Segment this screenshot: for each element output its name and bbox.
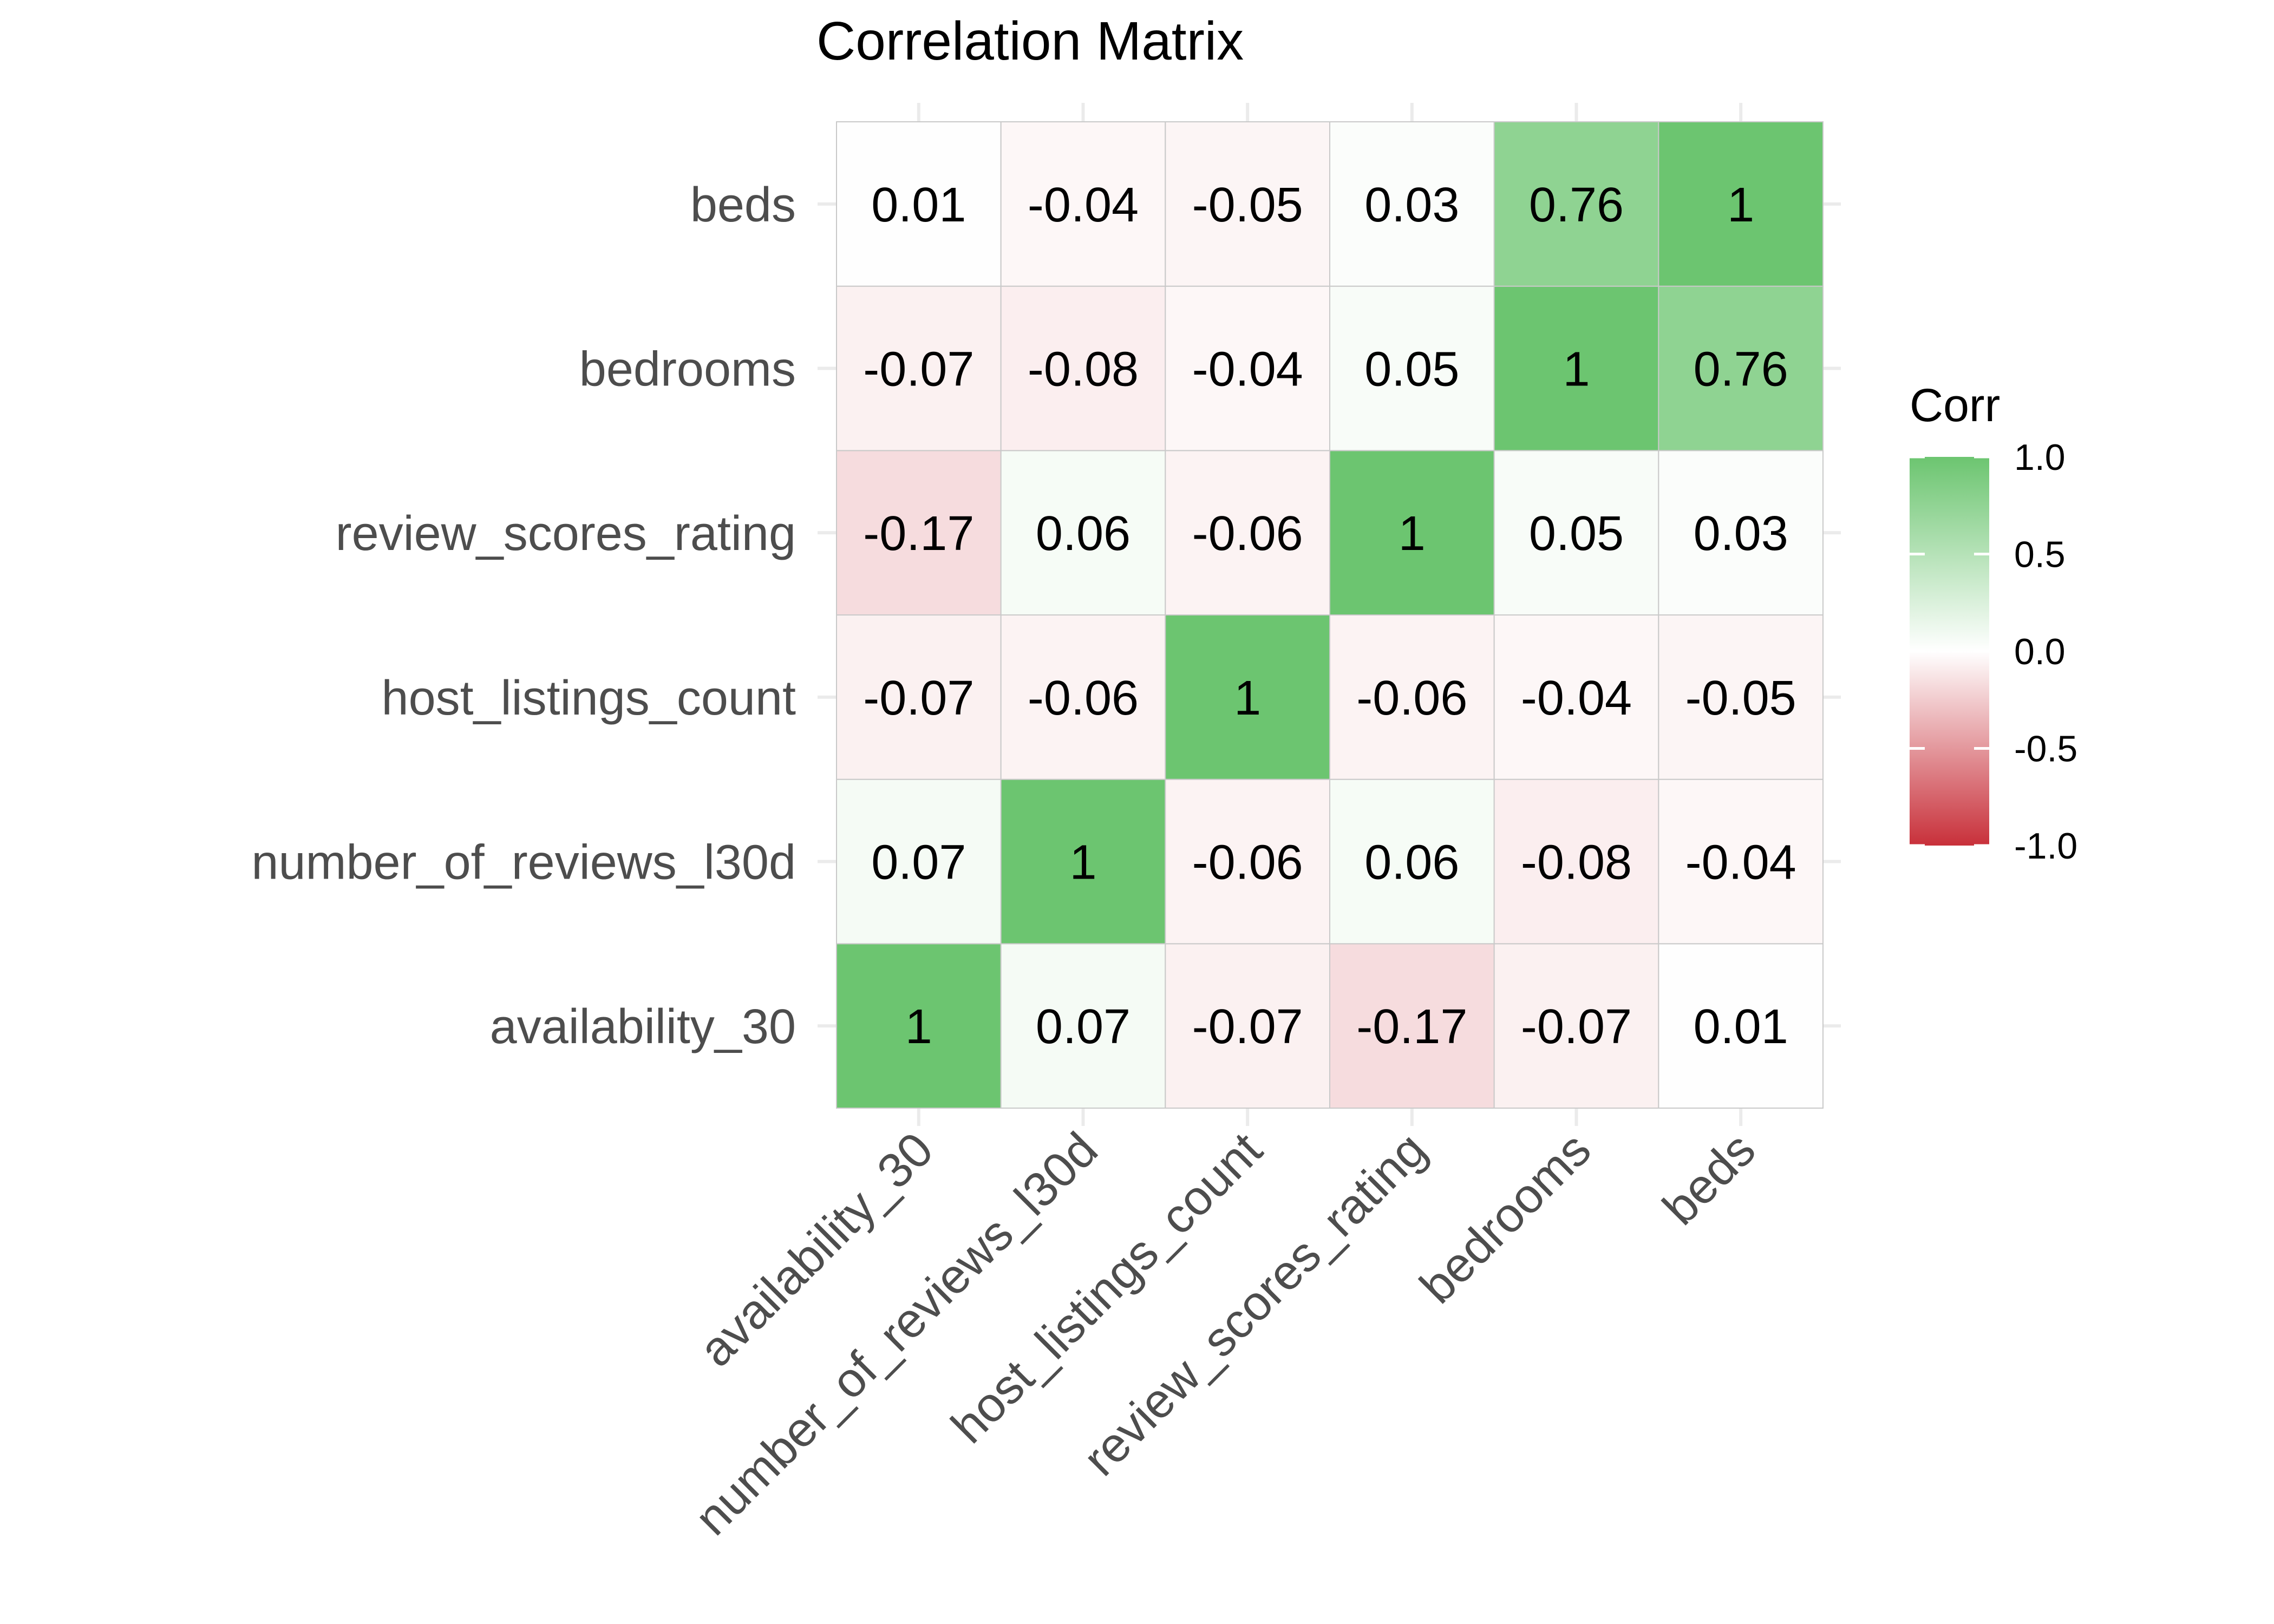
heatmap-cell <box>1658 285 1824 451</box>
cell-value-label: 0.76 <box>1694 343 1788 397</box>
cell-value-label: -0.06 <box>1356 671 1467 725</box>
y-tick-label: beds <box>690 178 796 232</box>
heatmap-cell <box>836 450 1002 615</box>
legend-tick-label: -0.5 <box>2014 729 2077 770</box>
heatmap-cell <box>1493 450 1659 615</box>
y-axis-tick-labels: availability_30 number_of_reviews_l30d hos… <box>251 178 796 1054</box>
cell-value-labels: 1 0.07 -0.07 -0.17 -0.07 0.01 0.07 1 -0.06 0.06 -0… <box>863 178 1796 1054</box>
cell-value-label: 1 <box>1563 343 1590 397</box>
legend-tick-label: 0.0 <box>2014 631 2066 672</box>
cell-value-label: -0.07 <box>1521 1000 1632 1054</box>
cell-value-label: -0.07 <box>1192 1000 1303 1054</box>
cell-value-label: 1 <box>1234 671 1261 725</box>
cell-value-label: -0.05 <box>1192 178 1303 232</box>
cell-value-label: -0.08 <box>1028 343 1139 397</box>
x-tick-label: host_listings_count <box>941 1122 1272 1453</box>
cell-value-label: -0.05 <box>1685 671 1796 725</box>
heatmap-cell <box>1658 614 1824 780</box>
x-tick-label: bedrooms <box>1410 1122 1602 1314</box>
heatmap-cell <box>1493 943 1659 1109</box>
legend-title: Corr <box>1910 379 2000 431</box>
cell-value-label: 0.06 <box>1036 507 1131 561</box>
heatmap-cell <box>1658 121 1824 287</box>
cell-value-label: -0.04 <box>1685 836 1796 890</box>
cell-value-label: 1 <box>1069 836 1096 890</box>
cell-value-label: -0.06 <box>1192 836 1303 890</box>
heatmap-cell <box>1000 614 1166 780</box>
heatmap-cell <box>1658 450 1824 615</box>
cell-value-label: 0.05 <box>1529 507 1624 561</box>
legend-tick-label: -1.0 <box>2014 826 2077 867</box>
heatmap-cell <box>1165 121 1330 287</box>
y-tick-label: bedrooms <box>579 343 796 397</box>
heatmap-cell <box>1493 285 1659 451</box>
heatmap-cell <box>1493 121 1659 287</box>
heatmap-cell <box>1165 285 1330 451</box>
heatmap-cell <box>1493 614 1659 780</box>
y-tick-label: host_listings_count <box>382 671 796 725</box>
heatmap-cell <box>1000 285 1166 451</box>
cell-value-label: -0.08 <box>1521 836 1632 890</box>
legend-tick-label: 0.5 <box>2014 534 2066 575</box>
cell-value-label: -0.04 <box>1192 343 1303 397</box>
heatmap-cell <box>1658 778 1824 945</box>
color-legend: Corr 1.0 0.5 0.0 -0.5 -1.0 <box>1910 379 2077 867</box>
cell-value-label: -0.07 <box>863 671 974 725</box>
heatmap-cell <box>836 121 1002 287</box>
cell-value-label: -0.06 <box>1192 507 1303 561</box>
cell-value-label: 0.01 <box>1694 1000 1788 1054</box>
heatmap-cell <box>1329 778 1495 945</box>
heatmap-cell <box>1329 614 1495 780</box>
chart-title: Correlation Matrix <box>816 11 1244 71</box>
cell-value-label: -0.06 <box>1028 671 1139 725</box>
heatmap-cell <box>1000 943 1166 1109</box>
legend-tick-label: 1.0 <box>2014 437 2066 478</box>
cell-value-label: 0.07 <box>871 836 966 890</box>
heatmap-cell <box>1000 121 1166 287</box>
cell-value-label: -0.17 <box>863 507 974 561</box>
x-axis-tick-labels: availability_30number_of_reviews_l30dhos… <box>685 1122 1766 1546</box>
y-tick-label: availability_30 <box>490 1000 796 1054</box>
cell-value-label: 1 <box>1399 507 1426 561</box>
heatmap-cell <box>1000 450 1166 615</box>
cell-value-label: 0.01 <box>871 178 966 232</box>
cell-value-label: 0.03 <box>1364 178 1459 232</box>
legend-ticks: 1.0 0.5 0.0 -0.5 -1.0 <box>1910 437 2077 867</box>
cell-value-label: -0.04 <box>1521 671 1632 725</box>
cell-value-label: 1 <box>905 1000 932 1054</box>
heatmap-cell <box>1658 943 1824 1109</box>
heatmap-cell <box>1000 778 1166 945</box>
heatmap-cell <box>1493 778 1659 945</box>
heatmap-cell <box>836 943 1002 1109</box>
cell-value-label: -0.04 <box>1028 178 1139 232</box>
heatmap-cell <box>836 614 1002 780</box>
cell-value-label: 0.05 <box>1364 343 1459 397</box>
heatmap-cell <box>836 778 1002 945</box>
heatmap-cell <box>1165 450 1330 615</box>
cell-value-label: 1 <box>1727 178 1754 232</box>
cell-value-label: -0.17 <box>1356 1000 1467 1054</box>
cell-value-label: 0.07 <box>1036 1000 1131 1054</box>
cell-value-label: 0.06 <box>1364 836 1459 890</box>
cell-value-label: 0.76 <box>1529 178 1624 232</box>
y-tick-label: review_scores_rating <box>336 507 796 561</box>
heatmap-tiles <box>836 121 1824 1109</box>
x-tick-label: beds <box>1653 1122 1766 1235</box>
y-tick-label: number_of_reviews_l30d <box>251 836 796 890</box>
cell-value-label: 0.03 <box>1694 507 1788 561</box>
heatmap-cell <box>1329 450 1495 615</box>
cell-value-label: -0.07 <box>863 343 974 397</box>
heatmap-cell <box>1165 614 1330 780</box>
